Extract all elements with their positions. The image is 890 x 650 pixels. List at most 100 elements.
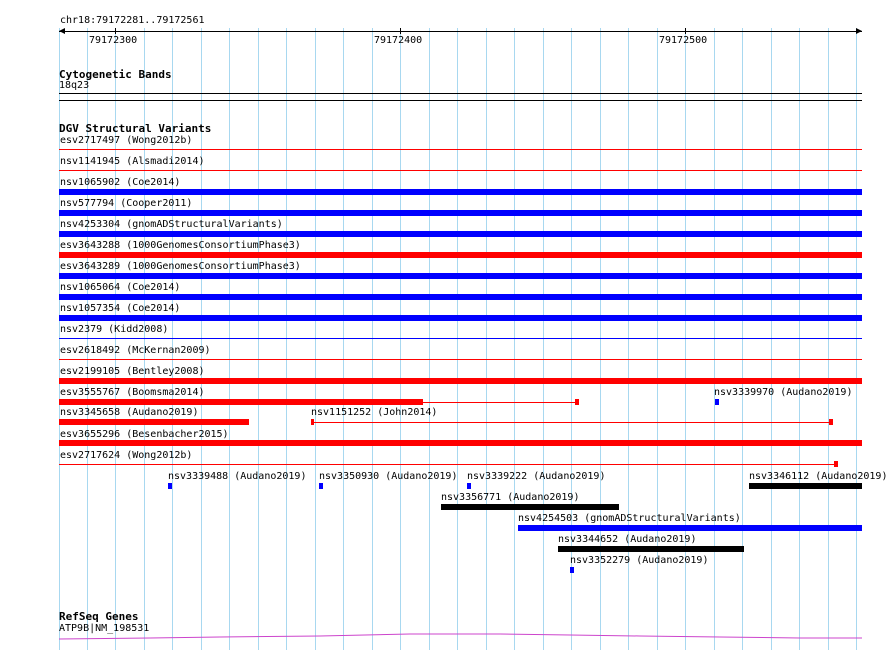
variant-label[interactable]: nsv3339222 (Audano2019)	[467, 471, 606, 482]
variant-feature-gain[interactable]	[59, 273, 862, 279]
variant-label[interactable]: nsv3339970 (Audano2019)	[714, 387, 853, 398]
grid-line	[457, 28, 458, 650]
variant-label[interactable]: esv3643289 (1000GenomesConsortiumPhase3)	[60, 261, 301, 272]
grid-line	[172, 28, 173, 650]
variant-label[interactable]: nsv577794 (Cooper2011)	[60, 198, 193, 209]
gene-intron-line[interactable]	[58, 633, 862, 640]
grid-line	[286, 28, 287, 650]
ruler-tick	[400, 28, 401, 34]
variant-feature-loss[interactable]	[59, 378, 862, 384]
cytoband-label: 18q23	[59, 80, 90, 91]
cytoband-line[interactable]	[59, 100, 862, 101]
variant-feature-loss[interactable]	[59, 252, 862, 258]
variant-label[interactable]: nsv1141945 (Alsmadi2014)	[60, 156, 205, 167]
grid-line	[229, 28, 230, 650]
variant-label[interactable]: nsv4253304 (gnomADStructuralVariants)	[60, 219, 283, 230]
gene-label[interactable]: ATP9B|NM_198531	[59, 623, 150, 634]
variant-label[interactable]: esv2199105 (Bentley2008)	[60, 366, 205, 377]
variant-label[interactable]: nsv2379 (Kidd2008)	[60, 324, 169, 335]
variant-label[interactable]: nsv1151252 (John2014)	[311, 407, 438, 418]
position-label: chr18:79172281..79172561	[60, 15, 205, 26]
variant-feature-gain[interactable]	[570, 567, 574, 573]
variant-feature-loss[interactable]	[59, 170, 862, 171]
grid-line	[115, 28, 116, 650]
ruler-tick-label: 79172300	[89, 35, 138, 46]
variant-feature-gain[interactable]	[467, 483, 471, 489]
grid-line	[742, 28, 743, 650]
variant-label[interactable]: esv2618492 (McKernan2009)	[60, 345, 211, 356]
ruler-tick	[685, 28, 686, 34]
grid-line	[571, 28, 572, 650]
grid-line	[144, 28, 145, 650]
variant-label[interactable]: nsv1065902 (Coe2014)	[60, 177, 181, 188]
variant-feature-gain[interactable]	[59, 338, 862, 339]
ruler-tick-label: 79172500	[659, 35, 708, 46]
grid-line	[201, 28, 202, 650]
variant-feature-gain[interactable]	[59, 189, 862, 195]
variant-label[interactable]: nsv3339488 (Audano2019)	[168, 471, 307, 482]
variant-feature-gain[interactable]	[59, 294, 862, 300]
grid-line	[856, 28, 857, 650]
variant-label[interactable]: nsv3352279 (Audano2019)	[570, 555, 709, 566]
variant-feature-connector[interactable]	[314, 422, 829, 423]
variant-feature-loss[interactable]	[59, 440, 862, 446]
dgv-track-title[interactable]: DGV Structural Variants	[59, 122, 212, 135]
scroll-left-arrow-icon[interactable]	[59, 28, 65, 34]
variant-label[interactable]: esv3643288 (1000GenomesConsortiumPhase3)	[60, 240, 301, 251]
variant-label[interactable]: nsv3346112 (Audano2019)	[749, 471, 888, 482]
variant-feature-gain[interactable]	[59, 210, 862, 216]
variant-label[interactable]: nsv3344652 (Audano2019)	[558, 534, 697, 545]
refseq-track-title[interactable]: RefSeq Genes	[59, 610, 139, 623]
variant-feature-loss[interactable]	[575, 399, 579, 405]
variant-feature-loss[interactable]	[59, 149, 862, 150]
variant-label[interactable]: nsv3350930 (Audano2019)	[319, 471, 458, 482]
variant-feature-loss[interactable]	[311, 419, 314, 425]
grid-line	[87, 28, 88, 650]
scale-line	[59, 31, 862, 32]
grid-line	[429, 28, 430, 650]
variant-feature-gain[interactable]	[59, 231, 862, 237]
variant-label[interactable]: nsv3356771 (Audano2019)	[441, 492, 580, 503]
variant-label[interactable]: esv2717624 (Wong2012b)	[60, 450, 193, 461]
grid-line	[486, 28, 487, 650]
variant-feature-loss[interactable]	[59, 419, 249, 425]
variant-feature-gain[interactable]	[715, 399, 719, 405]
grid-line	[258, 28, 259, 650]
variant-label[interactable]: nsv1065064 (Coe2014)	[60, 282, 181, 293]
variant-label[interactable]: nsv4254503 (gnomADStructuralVariants)	[518, 513, 741, 524]
cytoband-track-title[interactable]: Cytogenetic Bands	[59, 68, 172, 81]
grid-line	[828, 28, 829, 650]
grid-line	[628, 28, 629, 650]
variant-feature-gain[interactable]	[168, 483, 172, 489]
ruler-tick	[115, 28, 116, 34]
variant-label[interactable]: esv3655296 (Besenbacher2015)	[60, 429, 229, 440]
variant-feature-loss[interactable]	[829, 419, 833, 425]
variant-feature-loss[interactable]	[59, 359, 862, 360]
cytoband-line[interactable]	[59, 93, 862, 94]
variant-label[interactable]: nsv1057354 (Coe2014)	[60, 303, 181, 314]
variant-feature-gain[interactable]	[518, 525, 862, 531]
grid-line	[600, 28, 601, 650]
variant-label[interactable]: nsv3345658 (Audano2019)	[60, 407, 199, 418]
variant-feature-gain[interactable]	[59, 315, 862, 321]
grid-line	[400, 28, 401, 650]
variant-label[interactable]: esv3555767 (Boomsma2014)	[60, 387, 205, 398]
grid-line	[714, 28, 715, 650]
variant-feature-other[interactable]	[441, 504, 619, 510]
ruler-tick-label: 79172400	[374, 35, 423, 46]
scroll-right-arrow-icon[interactable]	[856, 28, 862, 34]
variant-label[interactable]: esv2717497 (Wong2012b)	[60, 135, 193, 146]
grid-line	[657, 28, 658, 650]
variant-feature-other[interactable]	[558, 546, 744, 552]
grid-line	[543, 28, 544, 650]
variant-feature-other[interactable]	[749, 483, 862, 489]
variant-feature-loss[interactable]	[59, 464, 835, 465]
variant-feature-loss[interactable]	[59, 399, 423, 405]
grid-line	[343, 28, 344, 650]
variant-feature-gain[interactable]	[319, 483, 323, 489]
grid-line	[315, 28, 316, 650]
variant-feature-connector[interactable]	[423, 402, 577, 403]
variant-feature-loss[interactable]	[834, 461, 838, 467]
